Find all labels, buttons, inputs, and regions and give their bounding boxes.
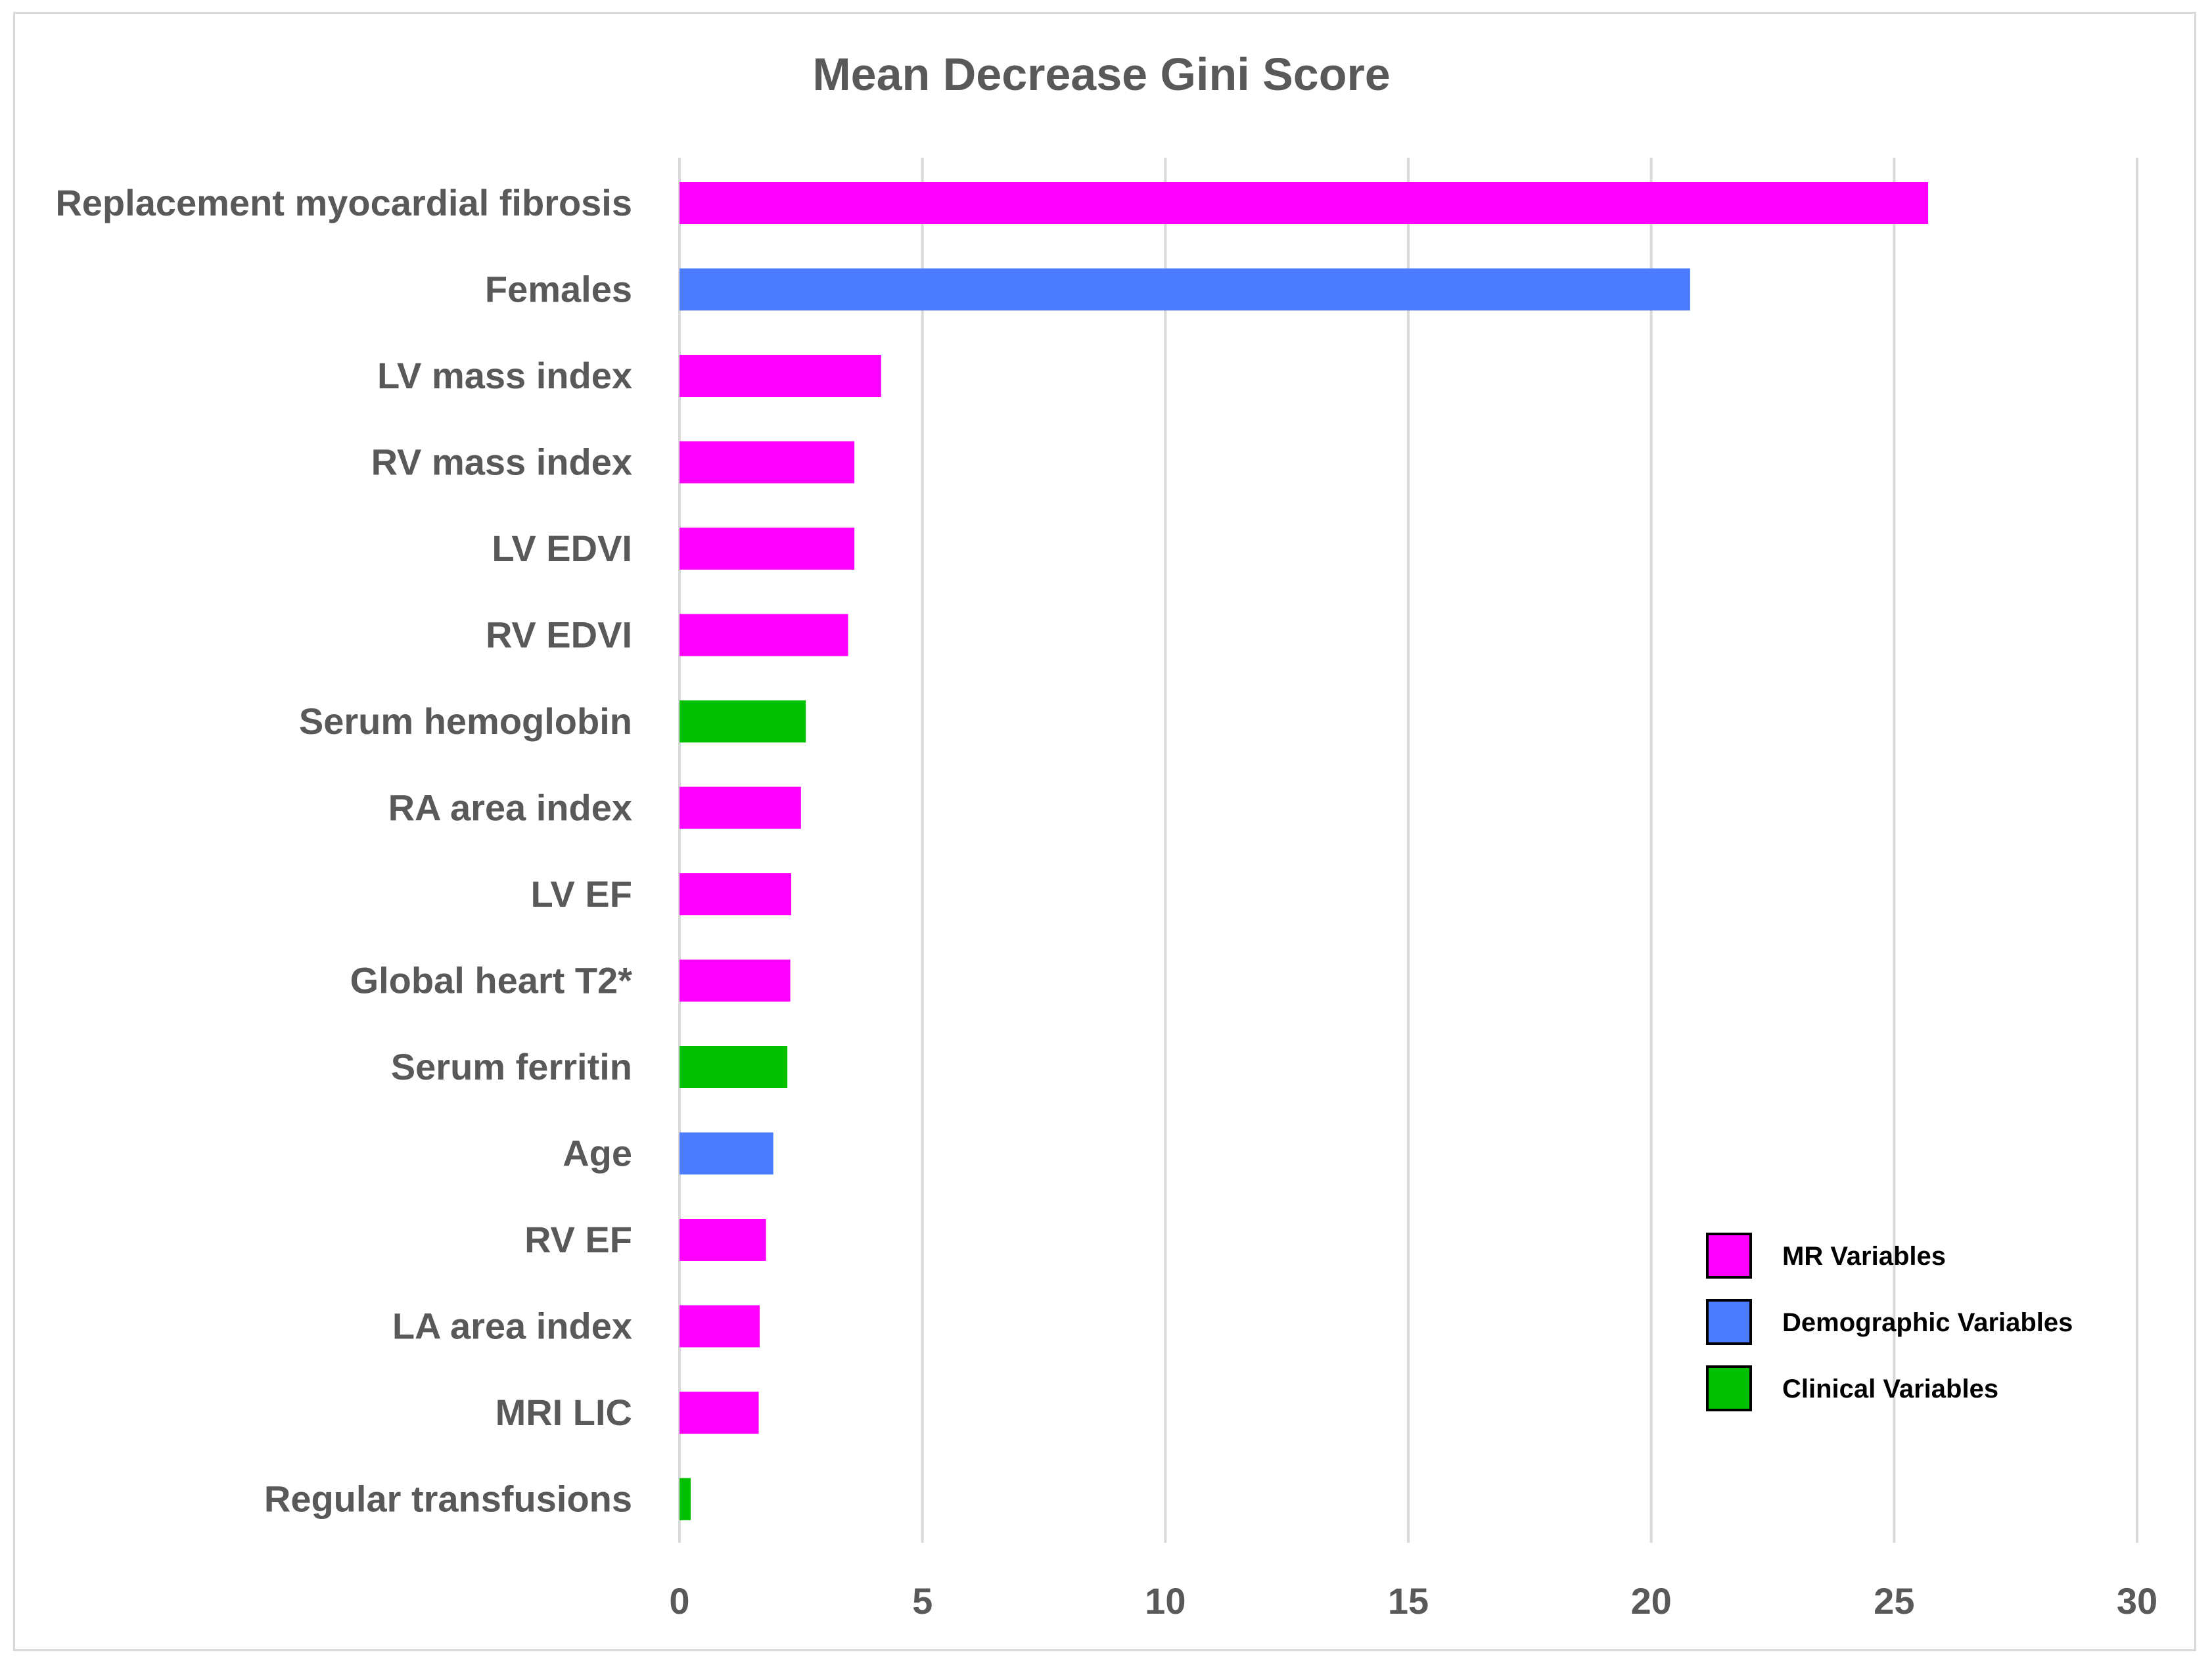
category-label: LV EF [530,873,632,915]
bar [680,1392,759,1434]
x-axis-ticks: 0 5 10 15 20 25 30 [669,1580,2157,1622]
legend-swatch [1706,1233,1752,1279]
category-label: Global heart T2* [350,960,633,1001]
x-tick-label: 25 [1874,1580,1914,1622]
category-label: Serum hemoglobin [299,700,632,742]
bar [680,1219,766,1261]
legend-label: Clinical Variables [1782,1375,1998,1403]
bar [680,1132,773,1175]
bar [680,786,801,829]
bar [680,700,806,742]
category-label: LA area index [392,1306,632,1347]
legend-label: Demographic Variables [1782,1308,2073,1337]
bar [680,268,1690,311]
bar [680,528,855,570]
category-label: Females [485,269,632,310]
category-label: Serum ferritin [391,1046,632,1087]
bar [680,614,848,656]
bars [680,182,1929,1520]
category-label: MRI LIC [495,1392,632,1433]
category-label: LV EDVI [492,528,632,569]
category-label: RV EF [524,1219,632,1260]
bar [680,959,791,1002]
x-tick-label: 30 [2117,1580,2157,1622]
category-label: Age [563,1133,632,1174]
legend-swatch [1706,1299,1752,1345]
category-labels: Replacement myocardial fibrosis Females LV… [55,182,632,1520]
bar [680,1478,691,1520]
x-tick-label: 15 [1388,1580,1429,1622]
bar [680,873,792,915]
bar [680,182,1929,224]
legend: MR Variables Demographic Variables Clinica… [1706,1233,2073,1411]
x-tick-label: 5 [912,1580,933,1622]
legend-swatch [1706,1365,1752,1411]
chart-title: Mean Decrease Gini Score [812,49,1390,100]
legend-label: MR Variables [1782,1242,1946,1271]
bar [680,441,855,484]
category-label: LV mass index [377,355,632,396]
x-tick-label: 20 [1631,1580,1672,1622]
category-label: Replacement myocardial fibrosis [55,182,632,223]
bar [680,1046,788,1088]
category-label: Regular transfusions [264,1478,632,1520]
bar [680,1305,760,1348]
x-tick-label: 0 [669,1580,689,1622]
bar [680,355,881,397]
x-tick-label: 10 [1145,1580,1186,1622]
category-label: RA area index [388,787,632,829]
category-label: RV EDVI [486,614,632,656]
category-label: RV mass index [371,442,632,483]
